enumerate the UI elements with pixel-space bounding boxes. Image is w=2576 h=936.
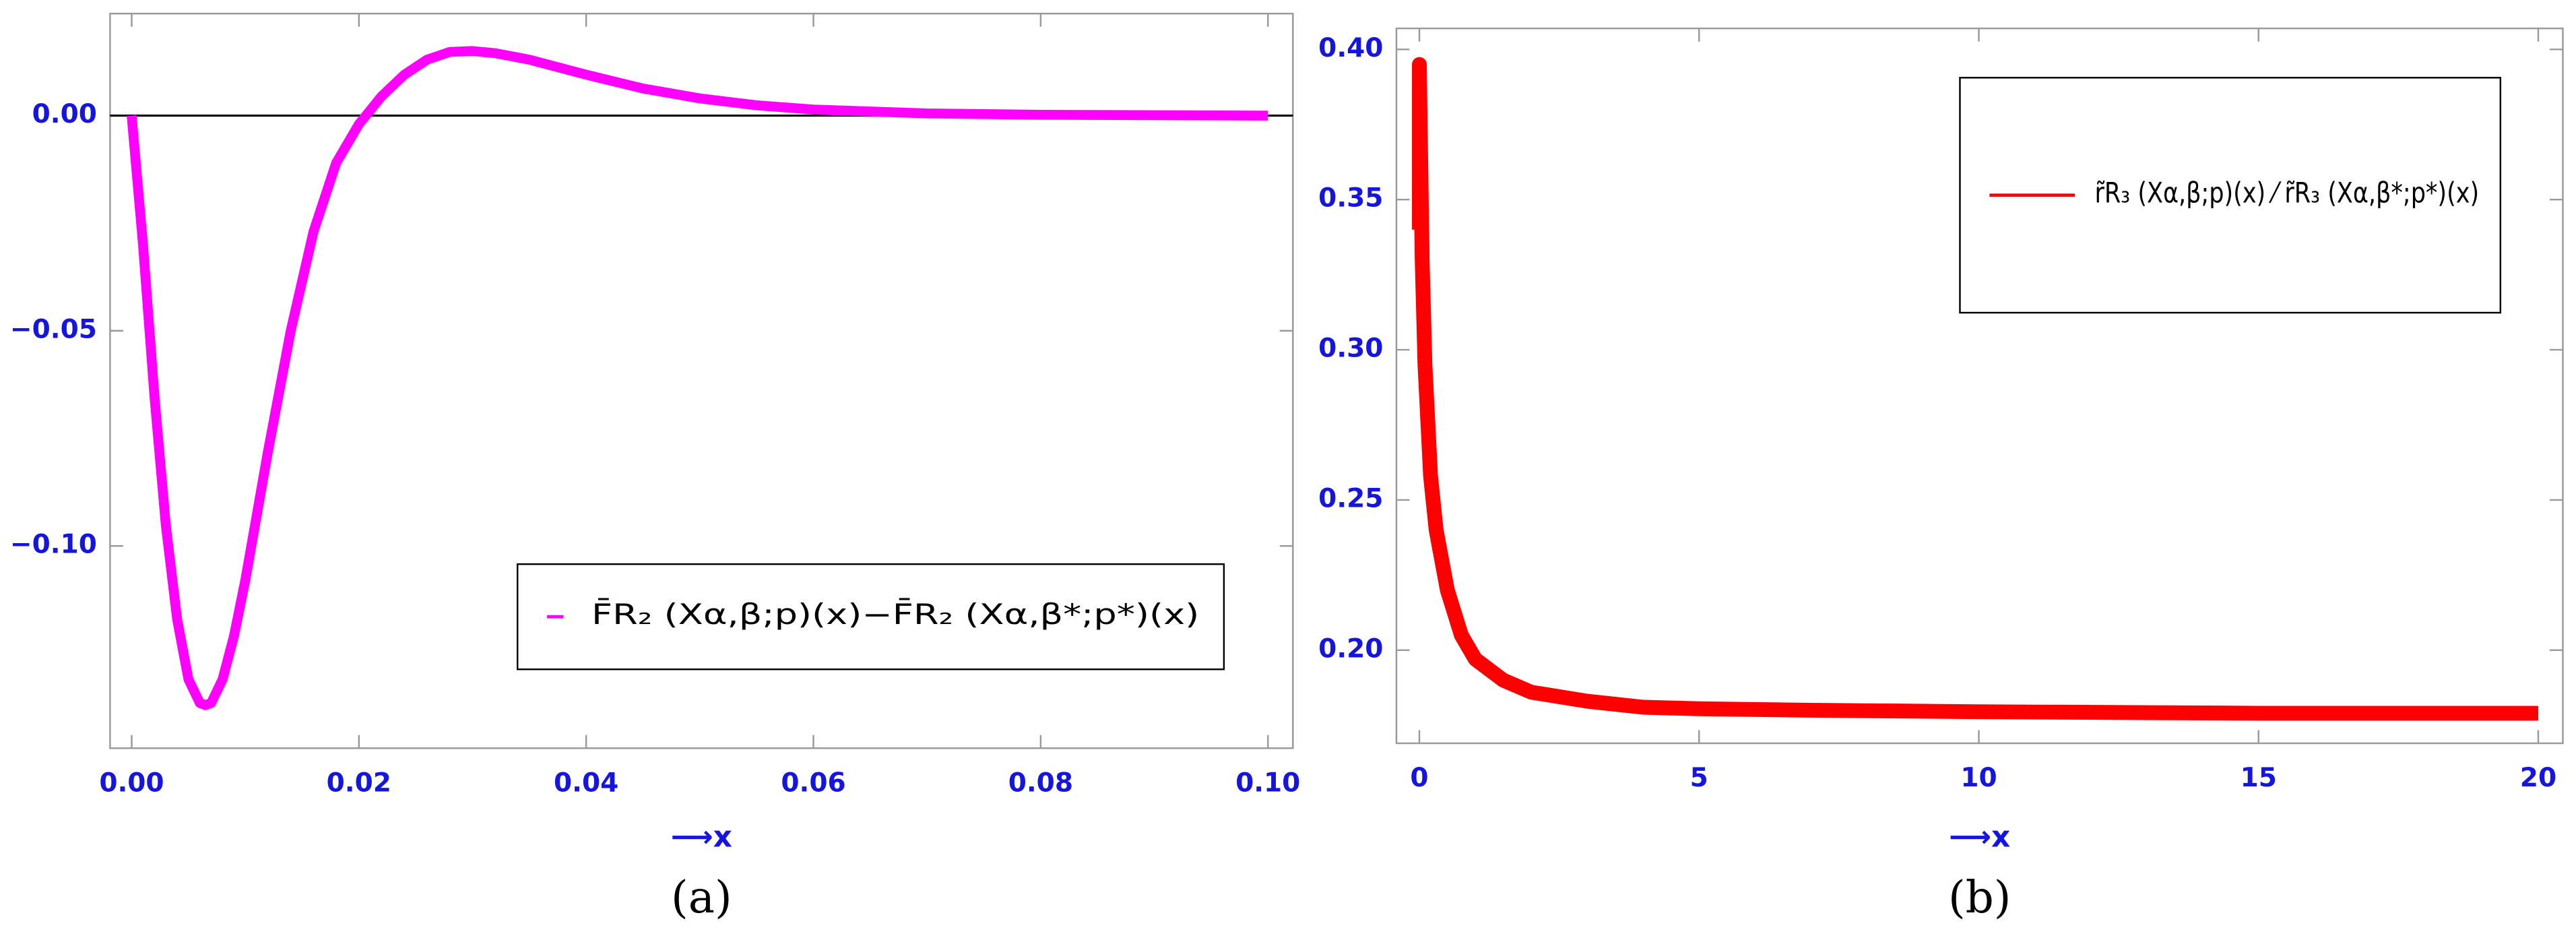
x-tick-label: 0.06 xyxy=(781,768,845,798)
legend-label: r̃R₃ (Xα,β;p)(x) ⁄ r̃R₃ (Xα,β*;p*)(x) xyxy=(2094,177,2479,210)
x-axis-label: ⟶x xyxy=(671,819,732,854)
x-tick-label: 20 xyxy=(2520,763,2556,793)
x-tick-label: 10 xyxy=(1960,763,1997,793)
data-line xyxy=(1412,57,2538,721)
x-axis-label: ⟶x xyxy=(1949,819,2010,854)
x-tick-label: 0.02 xyxy=(327,768,391,798)
x-tick-label: 0.00 xyxy=(99,768,164,798)
y-tick-label: 0.40 xyxy=(1318,33,1383,63)
y-tick-label: −0.10 xyxy=(10,530,97,560)
plot-frame xyxy=(109,12,1294,749)
data-line xyxy=(127,46,1268,710)
x-tick-label: 0.04 xyxy=(554,768,618,798)
y-tick-label: 0.20 xyxy=(1318,633,1383,664)
caption: (a) xyxy=(671,871,732,923)
x-tick-label: 15 xyxy=(2241,763,2277,793)
y-tick-label: 0.25 xyxy=(1318,483,1383,513)
x-tick-label: 0.10 xyxy=(1235,768,1300,798)
y-tick-label: 0.00 xyxy=(32,99,97,129)
x-tick-label: 0.08 xyxy=(1008,768,1073,798)
y-tick-label: 0.35 xyxy=(1318,183,1383,214)
x-tick-label: 5 xyxy=(1690,763,1708,793)
x-tick-label: 0 xyxy=(1410,763,1428,793)
legend-label: F̄R₂ (Xα,β;p)(x)−F̄R₂ (Xα,β*;p*)(x) xyxy=(591,598,1199,631)
legend-box xyxy=(516,563,1225,670)
y-tick-label: 0.30 xyxy=(1318,334,1383,364)
y-tick-label: −0.05 xyxy=(10,314,97,344)
plot-frame xyxy=(1395,27,2564,745)
caption: (b) xyxy=(1948,871,2011,923)
